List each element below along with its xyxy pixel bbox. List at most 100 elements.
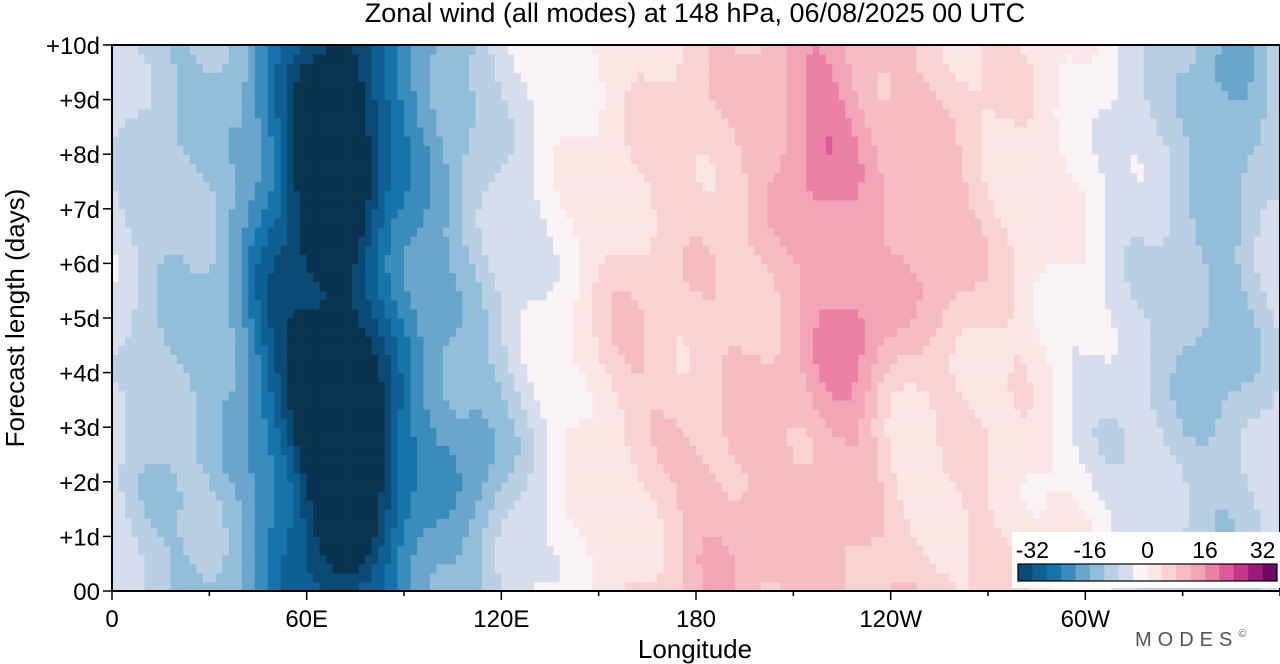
heatmap-cell	[657, 581, 665, 592]
heatmap-cell	[650, 436, 658, 446]
heatmap-cell	[248, 500, 256, 510]
heatmap-cell	[507, 454, 515, 465]
heatmap-cell	[767, 363, 775, 374]
heatmap-cell	[1163, 518, 1171, 528]
heatmap-cell	[157, 563, 165, 574]
heatmap-cell	[1111, 518, 1119, 528]
heatmap-cell	[663, 372, 671, 383]
heatmap-cell	[488, 390, 496, 401]
heatmap-cell	[903, 581, 911, 592]
heatmap-cell	[118, 418, 126, 428]
heatmap-cell	[657, 436, 665, 446]
heatmap-cell	[280, 418, 288, 428]
heatmap-cell	[300, 345, 308, 355]
heatmap-cell	[462, 354, 470, 365]
heatmap-cell	[819, 390, 827, 401]
heatmap-cell	[598, 518, 606, 528]
heatmap-cell	[462, 518, 470, 528]
heatmap-cell	[501, 545, 509, 556]
heatmap-cell	[131, 536, 139, 547]
heatmap-cell	[786, 545, 794, 556]
heatmap-cell	[988, 372, 996, 383]
heatmap-cell	[773, 545, 781, 556]
heatmap-cell	[884, 399, 892, 410]
heatmap-cell	[183, 372, 191, 383]
heatmap-cell	[241, 572, 249, 583]
heatmap-cell	[702, 409, 710, 419]
heatmap-cell	[313, 436, 321, 446]
heatmap-cell	[663, 536, 671, 547]
heatmap-cell	[624, 527, 632, 537]
heatmap-cell	[689, 500, 697, 510]
heatmap-cell	[436, 500, 444, 510]
heatmap-cell	[1026, 481, 1035, 492]
heatmap-cell	[332, 536, 340, 547]
heatmap-cell	[683, 463, 691, 474]
heatmap-cell	[118, 518, 126, 528]
heatmap-cell	[241, 454, 249, 465]
heatmap-cell	[812, 345, 820, 355]
heatmap-cell	[559, 563, 567, 574]
heatmap-cell	[1052, 390, 1060, 401]
heatmap-cell	[864, 345, 872, 355]
heatmap-cell	[715, 572, 723, 583]
heatmap-cell	[845, 399, 853, 410]
heatmap-cell	[715, 336, 723, 346]
heatmap-cell	[1065, 500, 1073, 510]
heatmap-cell	[449, 418, 457, 428]
heatmap-cell	[773, 472, 781, 483]
heatmap-cell	[1221, 436, 1229, 446]
heatmap-cell	[955, 409, 963, 419]
heatmap-cell	[215, 436, 223, 446]
heatmap-cell	[1000, 354, 1009, 365]
heatmap-cell	[118, 399, 126, 410]
heatmap-cell	[1013, 354, 1022, 365]
heatmap-cell	[378, 463, 386, 474]
heatmap-cell	[916, 563, 924, 574]
heatmap-cell	[975, 581, 983, 592]
heatmap-cell	[170, 363, 178, 374]
heatmap-cell	[137, 490, 146, 501]
heatmap-cell	[228, 472, 236, 483]
heatmap-cell	[293, 409, 301, 419]
heatmap-cell	[819, 363, 827, 374]
heatmap-cell	[1215, 427, 1223, 437]
heatmap-cell	[942, 463, 950, 474]
heatmap-cell	[546, 418, 554, 428]
heatmap-cell	[423, 481, 431, 492]
heatmap-cell	[378, 536, 386, 547]
heatmap-cell	[1104, 500, 1112, 510]
heatmap-cell	[585, 445, 593, 456]
heatmap-cell	[527, 445, 535, 456]
heatmap-cell	[423, 427, 431, 437]
heatmap-cell	[1013, 463, 1022, 474]
heatmap-cell	[326, 409, 334, 419]
heatmap-cell	[1228, 481, 1236, 492]
heatmap-cell	[391, 581, 399, 592]
heatmap-cell	[812, 563, 820, 574]
heatmap-cell	[404, 445, 412, 456]
heatmap-cell	[358, 418, 366, 428]
heatmap-cell	[222, 445, 230, 456]
heatmap-cell	[676, 536, 684, 547]
heatmap-cell	[728, 354, 736, 365]
heatmap-cell	[644, 436, 652, 446]
heatmap-cell	[734, 454, 743, 465]
heatmap-cell	[494, 472, 502, 483]
heatmap-cell	[683, 418, 691, 428]
heatmap-cell	[1026, 509, 1035, 519]
heatmap-cell	[793, 563, 801, 574]
heatmap-cell	[858, 572, 866, 583]
heatmap-cell	[1182, 454, 1190, 465]
heatmap-cell	[352, 500, 360, 510]
heatmap-cell	[183, 409, 191, 419]
heatmap-cell	[404, 554, 412, 565]
heatmap-cell	[819, 381, 827, 392]
heatmap-cell	[280, 454, 288, 465]
heatmap-cell	[663, 500, 671, 510]
heatmap-cell	[436, 445, 444, 456]
heatmap-cell	[468, 472, 476, 483]
heatmap-cell	[131, 581, 139, 592]
heatmap-cell	[644, 336, 652, 346]
heatmap-cell	[670, 500, 678, 510]
